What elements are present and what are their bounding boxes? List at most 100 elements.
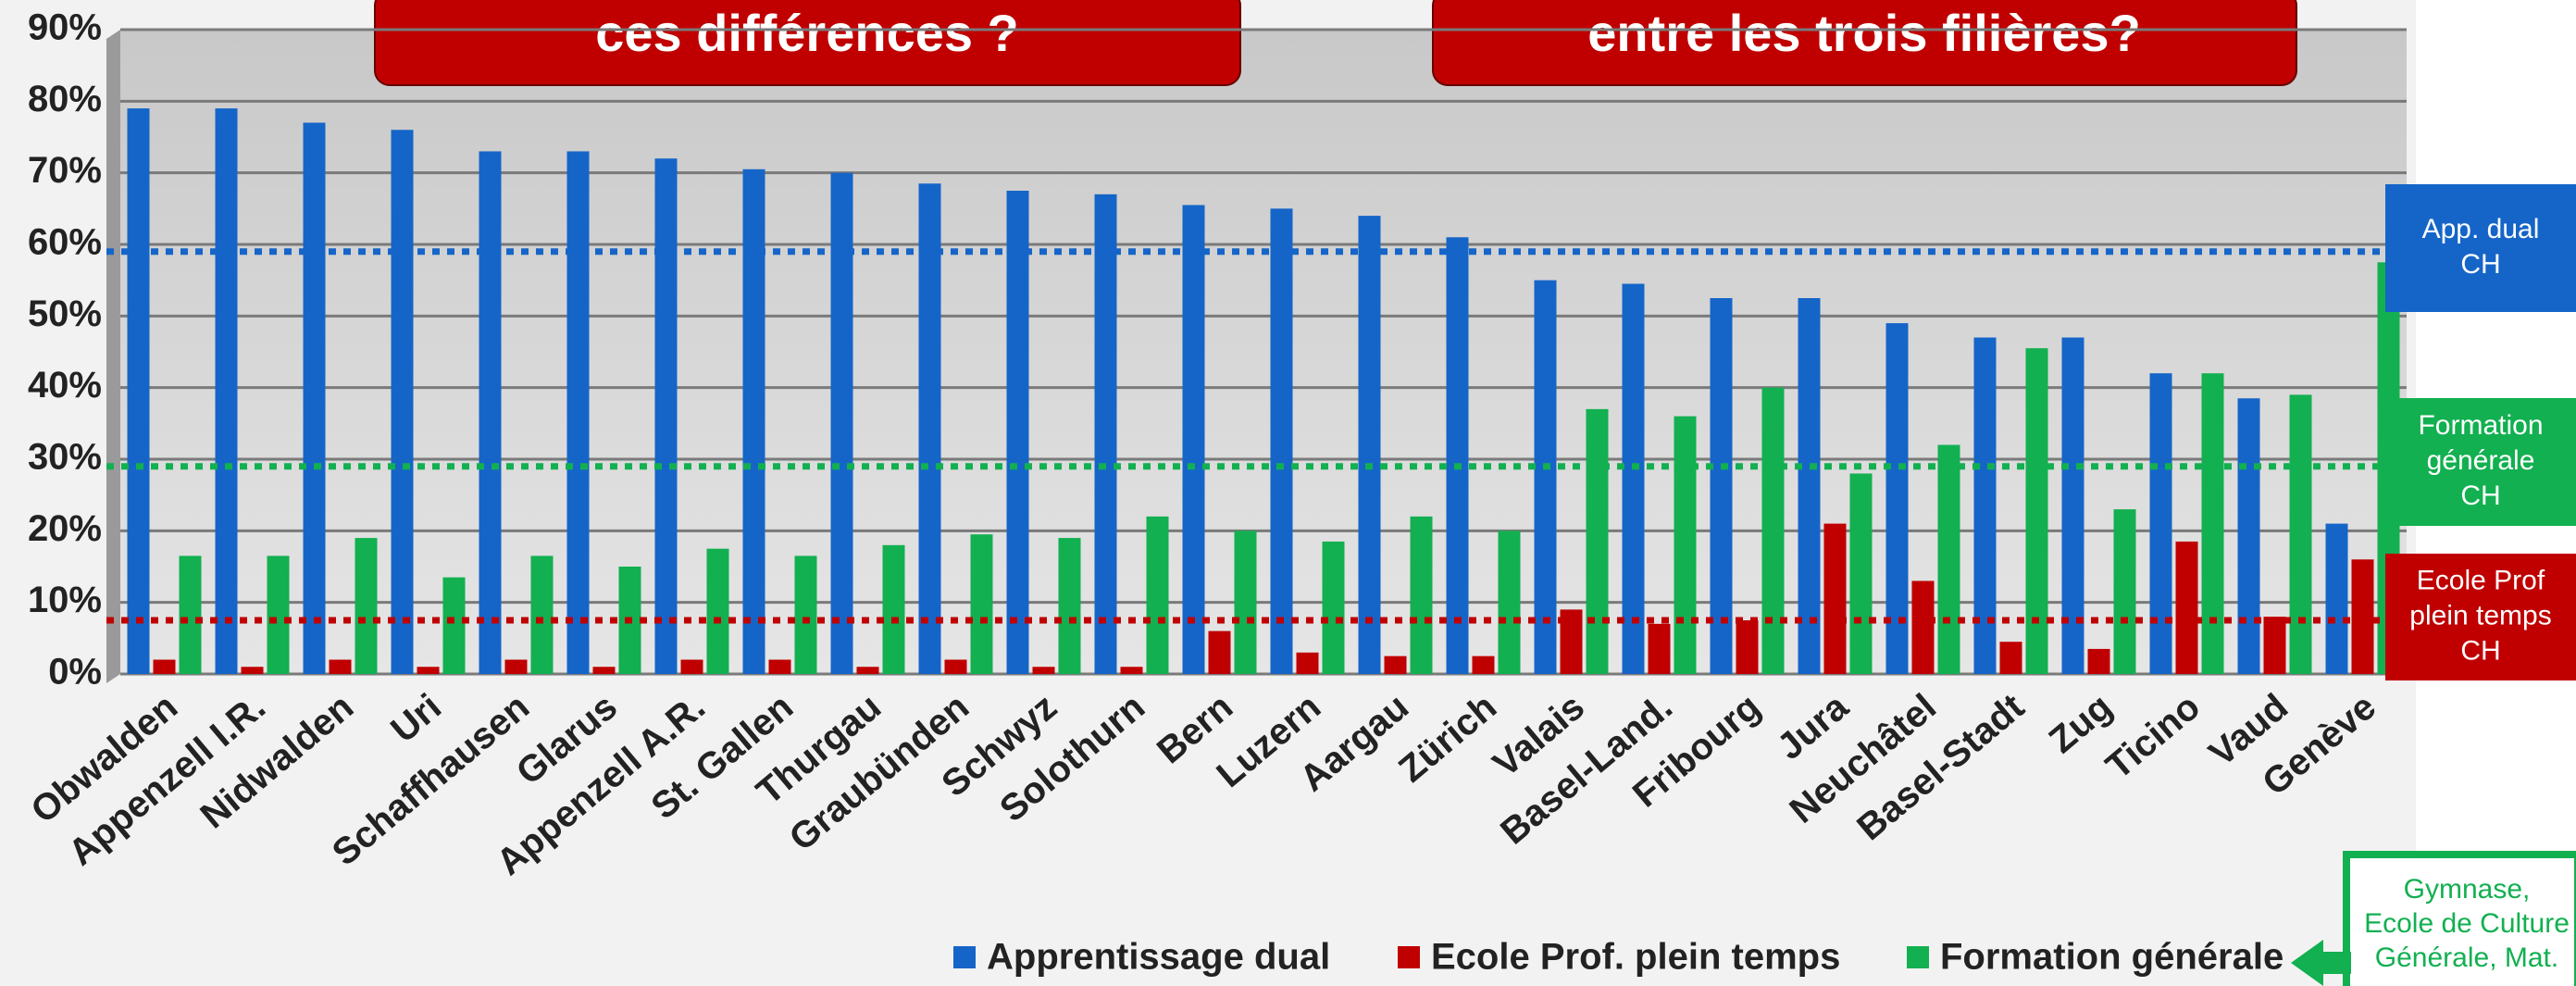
- title-box: [1432, 0, 2297, 86]
- bar: [1498, 530, 1521, 674]
- bar: [1736, 620, 1759, 674]
- y-tick-label: 50%: [28, 293, 102, 334]
- note-arrow: [2291, 940, 2351, 986]
- bar: [1322, 541, 1345, 674]
- y-tick-label: 30%: [28, 437, 102, 478]
- bar: [856, 667, 879, 674]
- title-box: [374, 0, 1241, 86]
- bar: [1032, 667, 1055, 674]
- bar: [1999, 642, 2022, 674]
- title-box-text: ces différences ?: [595, 4, 1019, 62]
- bar: [2201, 373, 2224, 674]
- bar: [794, 555, 817, 674]
- bar: [267, 555, 290, 674]
- bar: [882, 544, 905, 674]
- reference-label: générale: [2427, 445, 2535, 476]
- bar: [391, 130, 414, 674]
- bar: [918, 183, 941, 674]
- bar: [215, 108, 238, 675]
- legend-swatch: [953, 946, 976, 968]
- bar: [566, 151, 590, 674]
- legend-swatch: [1398, 946, 1420, 968]
- bar: [417, 667, 440, 674]
- bar: [1446, 237, 1469, 674]
- reference-box: [2385, 398, 2576, 526]
- y-tick-label: 70%: [28, 150, 102, 191]
- bar: [1208, 630, 1231, 674]
- bar: [706, 548, 729, 674]
- bar: [1911, 580, 1935, 674]
- bar: [654, 158, 678, 674]
- reference-label: plein temps: [2409, 600, 2551, 630]
- bar: [830, 172, 853, 674]
- axis-wall: [106, 30, 120, 683]
- y-tick-label: 10%: [28, 580, 102, 620]
- legend-label: Ecole Prof. plein temps: [1431, 937, 1840, 978]
- bar: [2325, 523, 2348, 674]
- note-text: Gymnase,: [2404, 874, 2531, 905]
- bar: [680, 659, 703, 674]
- legend-label: Apprentissage dual: [987, 937, 1330, 978]
- bar: [1798, 298, 1821, 674]
- bar: [1648, 623, 1671, 674]
- note-text: Ecole de Culture: [2364, 908, 2570, 939]
- bar: [592, 667, 616, 674]
- bar: [530, 555, 554, 674]
- reference-box: [2385, 184, 2576, 312]
- bar: [2289, 394, 2312, 674]
- bar: [1885, 323, 1909, 674]
- bar: [1006, 191, 1029, 674]
- bar: [479, 151, 502, 674]
- bar: [1823, 523, 1847, 674]
- bar: [1849, 473, 1873, 674]
- bar: [153, 659, 176, 674]
- bar: [2237, 398, 2260, 674]
- bar: [944, 659, 967, 674]
- bar: [127, 108, 150, 675]
- bar: [970, 534, 993, 674]
- bar: [1296, 652, 1319, 674]
- bar: [742, 168, 765, 675]
- bar: [2175, 541, 2198, 674]
- bar: [2087, 648, 2110, 674]
- reference-label: CH: [2460, 635, 2500, 666]
- y-tick-label: 20%: [28, 508, 102, 549]
- bar: [241, 667, 264, 674]
- bar: [1058, 538, 1081, 674]
- bar: [2113, 509, 2136, 674]
- reference-label: Ecole Prof: [2417, 565, 2545, 595]
- bar: [2025, 348, 2048, 674]
- y-tick-label: 0%: [48, 652, 102, 693]
- bar: [1710, 298, 1733, 674]
- bar: [329, 659, 352, 674]
- y-tick-label: 60%: [28, 222, 102, 263]
- bar: [1120, 667, 1143, 674]
- reference-label: App. dual: [2422, 214, 2540, 244]
- bar: [2149, 373, 2172, 674]
- bar: [1182, 205, 1205, 674]
- bar: [1358, 216, 1381, 675]
- bar: [1761, 387, 1785, 674]
- bar: [303, 122, 326, 675]
- bar: [2351, 559, 2374, 674]
- bar: [504, 659, 528, 674]
- bar: [1622, 283, 1645, 674]
- reference-label: CH: [2460, 481, 2500, 511]
- bar: [1270, 208, 1293, 675]
- legend-label: Formation générale: [1940, 937, 2284, 978]
- reference-label: Formation: [2418, 410, 2543, 441]
- plot-area: [120, 30, 2407, 674]
- title-box-text: entre les trois filières?: [1587, 4, 2141, 62]
- bar: [442, 577, 466, 674]
- bar: [1674, 416, 1697, 674]
- bar: [1534, 280, 1557, 674]
- note-box: [2343, 851, 2576, 986]
- bar: [179, 555, 202, 674]
- bar: [1586, 408, 1609, 674]
- bar: [1384, 655, 1407, 674]
- y-tick-label: 80%: [28, 79, 102, 119]
- bar: [1146, 516, 1169, 674]
- reference-label: CH: [2460, 249, 2500, 280]
- bar: [1937, 444, 1960, 674]
